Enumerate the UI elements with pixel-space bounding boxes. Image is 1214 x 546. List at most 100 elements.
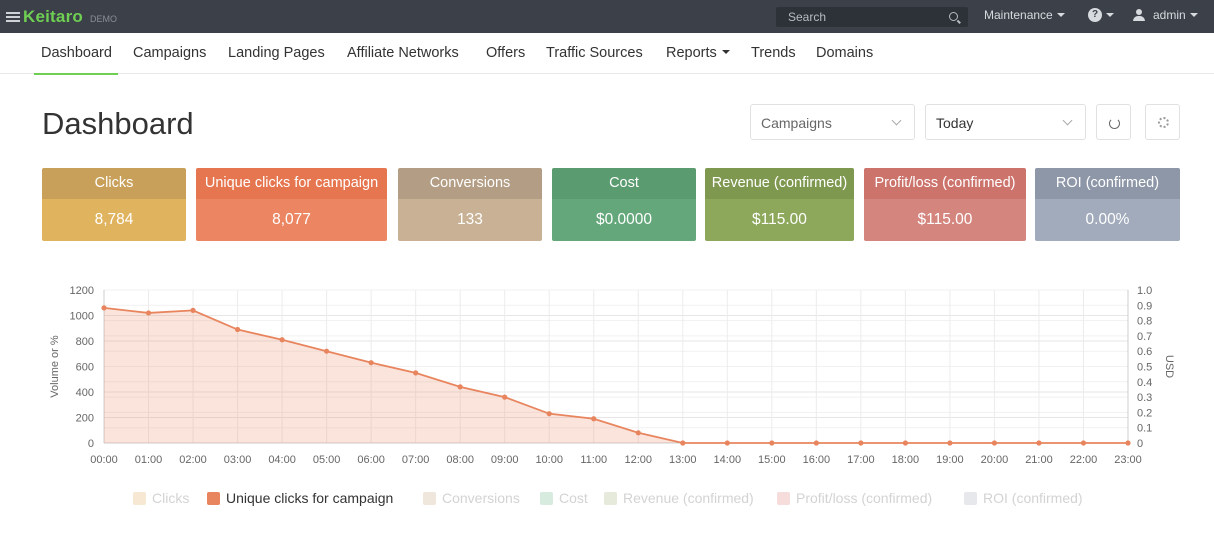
top-bar: Keitaro DEMO Maintenance ? admin [0,0,1214,33]
settings-button[interactable] [1145,104,1180,140]
period-select[interactable]: Today [925,104,1086,140]
legend-swatch [604,491,617,505]
y2-tick-label: 0.1 [1137,423,1152,435]
metric-tile-roi[interactable]: ROI (confirmed) 0.00% [1035,168,1180,241]
nav-offers[interactable]: Offers [486,45,526,61]
data-point [635,430,641,436]
series-line [103,306,1128,444]
data-point [190,307,196,313]
brand[interactable]: Keitaro DEMO [6,6,117,28]
y-tick-label: 200 [76,413,94,425]
user-label: admin [1153,8,1186,22]
metric-value: 133 [398,199,542,241]
gear-icon [1158,117,1169,128]
metric-label: ROI (confirmed) [1035,168,1180,199]
nav-dashboard[interactable]: Dashboard [34,45,118,75]
x-tick-label: 01:00 [135,454,163,466]
nav-trends[interactable]: Trends [751,45,796,61]
metric-tile-unique-clicks[interactable]: Unique clicks for campaign 8,077 [196,168,387,241]
period-select-value: Today [936,115,974,131]
x-tick-label: 10:00 [535,454,563,466]
user-icon [1133,9,1145,21]
legend-item[interactable]: Revenue (confirmed) [604,490,754,506]
data-point [813,440,819,446]
refresh-button[interactable] [1096,104,1131,140]
user-menu[interactable]: admin [1133,8,1198,22]
nav-traffic-sources[interactable]: Traffic Sources [546,45,643,61]
metric-label: Profit/loss (confirmed) [864,168,1026,199]
x-tick-label: 16:00 [803,454,831,466]
metric-label: Unique clicks for campaign [196,168,387,199]
data-point [502,394,508,400]
data-point [546,411,552,417]
legend-label: Conversions [442,490,520,506]
x-tick-label: 15:00 [758,454,786,466]
brand-tag: DEMO [89,13,117,24]
data-point [769,440,775,446]
metric-tile-cost[interactable]: Cost $0.0000 [552,168,696,241]
data-point [902,440,908,446]
caret-down-icon [721,50,730,54]
data-point [145,310,152,316]
data-point [858,440,864,446]
data-point [680,440,686,446]
x-tick-label: 13:00 [669,454,697,466]
search-input[interactable] [776,7,941,27]
metric-value: $115.00 [864,199,1026,241]
legend-swatch [423,491,436,505]
data-point [324,348,330,354]
chevron-down-icon [891,115,902,126]
y-tick-label: 800 [76,336,94,348]
help-menu[interactable]: ? [1088,8,1114,22]
legend-item[interactable]: Profit/loss (confirmed) [777,490,932,506]
metric-tile-clicks[interactable]: Clicks 8,784 [42,168,186,241]
legend-item[interactable]: Unique clicks for campaign [207,490,393,506]
metric-tile-profit-loss[interactable]: Profit/loss (confirmed) $115.00 [864,168,1026,241]
y2-tick-label: 1.0 [1137,285,1152,297]
caret-down-icon [1189,13,1198,17]
metric-tile-conversions[interactable]: Conversions 133 [398,168,542,241]
y-axis-title: Volume or % [49,335,61,398]
nav-domains[interactable]: Domains [816,45,874,61]
data-point [991,440,998,446]
y2-axis-title: USD [1163,355,1175,378]
dashboard-chart: 0 200 400 600 800 1000 1200 0 0.1 0.2 0.3 0.4 0.5 0.6… [49,285,1175,466]
metric-value: 0.00% [1035,199,1180,241]
x-tick-label: 05:00 [313,454,341,466]
y2-tick-label: 0.2 [1137,407,1152,419]
data-point [279,337,285,343]
nav-reports[interactable]: Reports [666,45,730,61]
metric-label: Cost [552,168,696,199]
y2-tick-label: 0.4 [1137,377,1152,389]
data-point [368,360,374,366]
legend-label: Cost [559,490,588,506]
y-tick-label: 400 [76,387,94,399]
data-point [101,305,107,311]
x-tick-label: 17:00 [847,454,875,466]
x-tick-label: 04:00 [268,454,296,466]
hamburger-icon[interactable] [6,11,20,23]
main-nav: Dashboard Campaigns Landing Pages Affili… [0,33,1214,75]
x-tick-label: 23:00 [1114,454,1142,466]
nav-landing-pages[interactable]: Landing Pages [228,45,325,61]
legend-item[interactable]: Cost [540,490,588,506]
x-tick-label: 19:00 [936,454,964,466]
legend-item[interactable]: ROI (confirmed) [964,490,1083,506]
search-icon[interactable] [949,12,958,21]
x-tick-label: 02:00 [179,454,207,466]
metric-label: Clicks [42,168,186,199]
nav-affiliate-networks[interactable]: Affiliate Networks [347,45,459,61]
brand-logo: Keitaro [23,7,83,26]
maintenance-menu[interactable]: Maintenance [984,8,1065,22]
y2-tick-label: 0.6 [1137,346,1152,358]
legend-item[interactable]: Clicks [133,490,189,506]
legend-item[interactable]: Conversions [423,490,520,506]
x-tick-label: 08:00 [446,454,474,466]
nav-campaigns[interactable]: Campaigns [133,45,207,61]
data-point [234,326,241,333]
metric-tile-revenue[interactable]: Revenue (confirmed) $115.00 [705,168,854,241]
caret-down-icon [1056,13,1065,17]
legend-swatch [207,491,220,505]
x-tick-label: 21:00 [1025,454,1053,466]
entity-select[interactable]: Campaigns [750,104,915,140]
